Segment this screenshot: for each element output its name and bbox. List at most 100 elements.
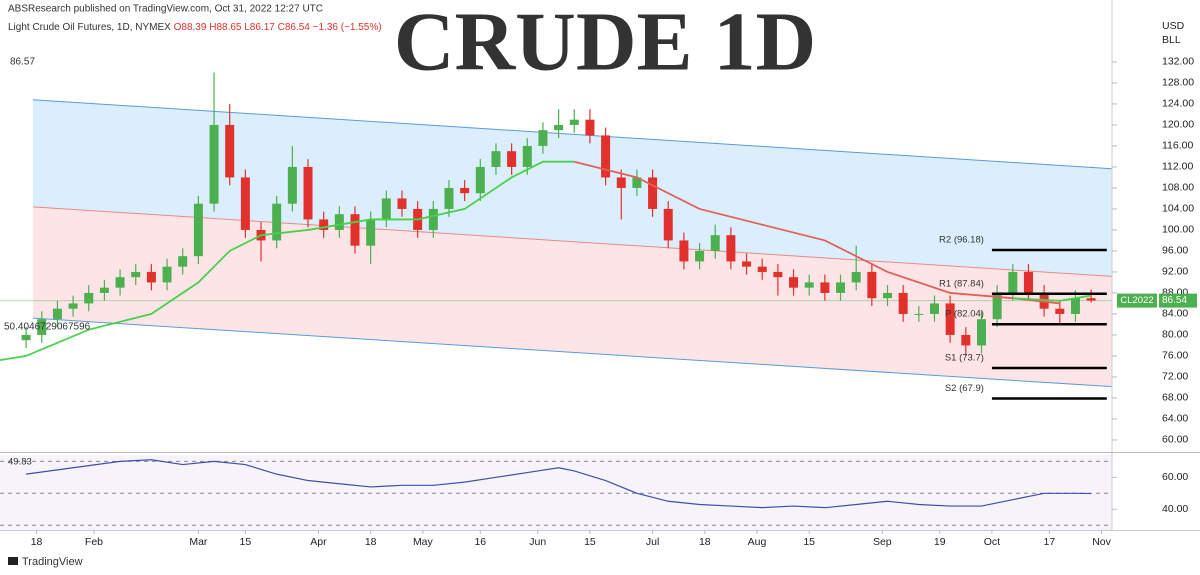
candle-body [601,135,611,178]
x-tick-label: 17 [1044,536,1056,548]
candle-body [1008,271,1018,293]
x-tick-label: 15 [584,536,596,548]
candle-body [804,282,814,288]
y-tick-label: 72.00 [1162,371,1188,383]
y-tick-label: 84.00 [1162,308,1188,320]
candle-body [726,235,736,262]
candle-body [663,208,673,241]
candle-body [1070,298,1080,314]
rsi-pane [0,455,1112,530]
candle-body [444,187,454,209]
change: −1.36 (−1.55%) [313,22,382,33]
candle-body [1023,271,1033,293]
pivot-label: P (82.04) [945,309,984,320]
x-tick-label: Sep [873,536,892,548]
pivot-label: R2 (96.18) [939,235,984,246]
channel-line [32,99,1112,170]
x-tick-label: May [413,536,434,548]
x-tick-label: 16 [474,536,486,548]
y-tick-label: 104.00 [1162,203,1194,215]
candle-body [929,303,939,314]
y-tick-label: 80.00 [1162,329,1188,341]
pivot-label: S2 (67.9) [945,383,984,394]
y-tick-label: 92.00 [1162,266,1188,278]
candle-body [115,277,125,288]
x-tick-label: Aug [748,536,767,548]
candle-body [898,292,908,314]
channel-line [32,317,1112,388]
candle-body [961,334,971,346]
y-tick-label: 96.00 [1162,245,1188,257]
candle-body [428,208,438,230]
ohlc: H88.65 [209,22,242,33]
candle-body [240,177,250,230]
moving-average [0,160,575,362]
candle-body [695,250,705,262]
ohlc: O88.39 [174,22,207,33]
candle-body [178,256,188,267]
y-tick-label: 68.00 [1162,392,1188,404]
pivot-label: R1 (87.84) [939,278,984,289]
candle-body [84,292,94,304]
x-tick-label: 18 [699,536,711,548]
footer: TradingView [22,556,83,568]
price-tag: 86.54 [1162,295,1187,306]
candle-body [1055,308,1065,314]
candle-body [632,177,642,188]
candle-body [867,271,877,299]
candle-body [334,214,344,230]
channel-line [32,206,1112,277]
y-tick-label: 112.00 [1162,161,1193,173]
candle-body [507,151,517,167]
pivot-label: S1 (73.7) [945,353,984,364]
rsi-tick-label: 60.00 [1162,471,1188,483]
y-tick-label: 128.00 [1162,77,1194,89]
candle-body [460,187,470,194]
candle-body [757,266,767,272]
channel-label: 50.4046729067596 [4,322,91,333]
x-tick-label: Mar [189,536,208,548]
candle-body [820,282,830,293]
price-pane: R2 (96.18) R1 (87.84) P (82.04) S1 (73.7) S2… [0,72,1112,400]
price-tag-bg [1159,293,1197,308]
x-tick-label: 18 [31,536,43,548]
currency: USD [1162,20,1185,32]
candle-body [225,124,235,178]
candle-body [37,319,47,335]
candle-body [52,308,62,320]
candle-body [992,292,1002,320]
candle-body [287,166,297,204]
y-tick-label: 64.00 [1162,413,1188,425]
rsi-value: 49.83 [8,457,32,468]
candle-body [209,124,219,204]
y-tick-label: 120.00 [1162,119,1194,131]
legend: Light Crude Oil Futures, 1D, NYMEX O88.3… [8,22,382,33]
ohlc: L86.17 [244,22,275,33]
candle-body [789,277,799,288]
candle-body [99,287,109,293]
y-tick-label: 124.00 [1162,98,1194,110]
moving-average [1012,294,1092,302]
unit: BLL [1162,34,1181,46]
x-tick-label: 18 [365,536,377,548]
x-tick-label: Nov [1092,536,1111,548]
candle-body [851,271,861,283]
y-tick-label: 100.00 [1162,224,1194,236]
candle-body [836,282,846,293]
symbol: Light Crude Oil Futures, 1D, NYMEX [8,22,171,33]
symbol-tag-bg [1117,293,1157,308]
candle-body [742,261,752,267]
chart-title: CRUDE 1D [394,0,816,88]
ohlc: C86.54 [278,22,311,33]
candle-body [569,119,579,125]
candle-body [914,313,924,315]
candle-body [1086,298,1096,301]
candle-body [21,334,31,341]
candle-body [648,177,658,209]
x-tick-label: 15 [803,536,815,548]
candle-body [397,198,407,209]
candle-body [68,303,78,309]
y-tick-label: 116.00 [1162,140,1193,152]
x-tick-label: Feb [85,536,103,548]
candle-body [131,271,141,278]
